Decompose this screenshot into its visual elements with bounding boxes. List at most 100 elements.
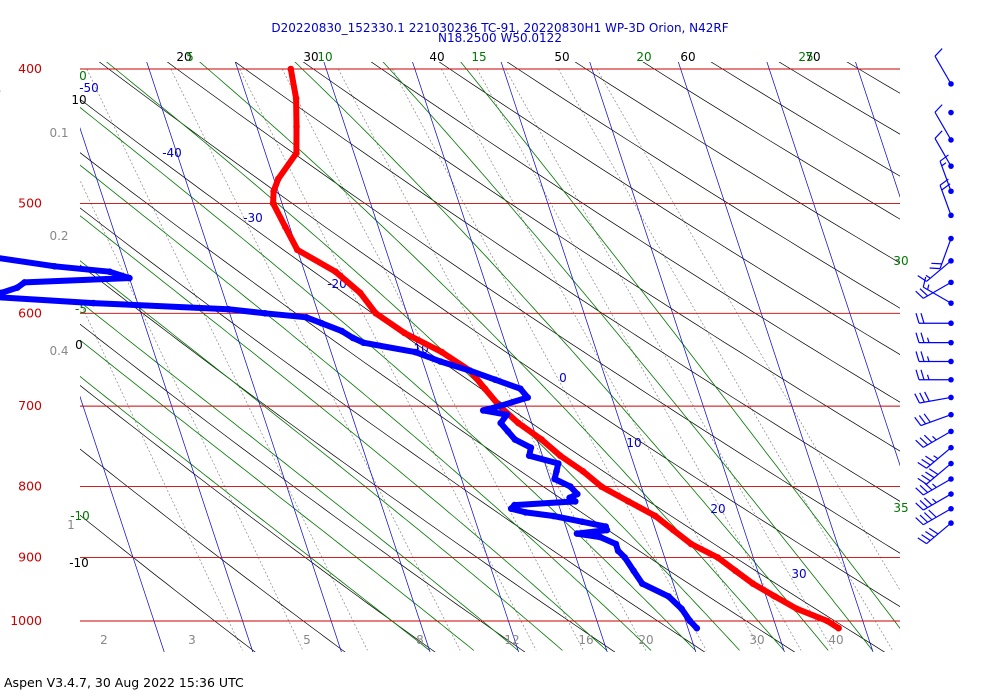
wind-barb bbox=[915, 279, 954, 299]
wind-barb-half-feather bbox=[927, 284, 930, 290]
wind-barb-feather bbox=[934, 130, 943, 139]
wind-barb-feather bbox=[915, 369, 920, 380]
moist-adiabat-line bbox=[80, 301, 519, 651]
dewpoint-point bbox=[597, 533, 604, 541]
wind-barb-feather bbox=[925, 455, 935, 463]
wind-barb bbox=[915, 313, 954, 327]
wind-barb-feather bbox=[920, 351, 925, 362]
wind-barb-feather bbox=[917, 462, 927, 469]
top-moist-adiabat-label: 5 bbox=[186, 50, 194, 64]
wind-barb-feather bbox=[928, 468, 939, 475]
temperature-point bbox=[282, 223, 289, 231]
axis-labels: 4005006007008009001000-50-40-30-20-10010… bbox=[10, 50, 908, 647]
wind-barb bbox=[939, 178, 954, 219]
temperature-point bbox=[732, 567, 739, 575]
wind-barb bbox=[917, 444, 954, 469]
temperature-point bbox=[294, 246, 301, 254]
wind-barb bbox=[917, 258, 954, 282]
dewpoint-point bbox=[14, 284, 21, 291]
dry-adiabat-line bbox=[166, 62, 900, 554]
isotherm-label: 20 bbox=[710, 502, 725, 516]
chart-subtitle-location: N18.2500 W50.0122 bbox=[438, 31, 562, 45]
wind-barb bbox=[934, 130, 954, 169]
wind-barb bbox=[939, 154, 954, 195]
wind-barb-feather bbox=[919, 484, 929, 493]
dewpoint-point bbox=[527, 444, 535, 452]
left-mixing-ratio-label: 0.2 bbox=[49, 229, 68, 243]
wind-barb-feather bbox=[923, 482, 933, 491]
wind-barb-feather bbox=[923, 497, 933, 506]
wind-barb-feather bbox=[915, 313, 920, 324]
dry-adiabat-line bbox=[642, 62, 900, 220]
temperature-point bbox=[749, 580, 757, 587]
moist-adiabat-line bbox=[80, 260, 563, 651]
wind-barb-half-feather bbox=[932, 483, 937, 488]
wind-barb-staff bbox=[919, 396, 952, 404]
wind-barb-staff bbox=[922, 281, 952, 299]
wind-barb-feather bbox=[915, 290, 924, 299]
temperature-point bbox=[793, 605, 801, 613]
wind-barb-feather bbox=[941, 183, 951, 191]
moist-adiabat-line bbox=[460, 62, 900, 629]
temperature-point bbox=[670, 526, 677, 534]
pressure-tick-label: 500 bbox=[18, 195, 42, 210]
top-potential-temp-label: 20 bbox=[176, 50, 191, 64]
dewpoint-profile bbox=[0, 90, 701, 632]
dry-adiabat-line bbox=[506, 62, 900, 309]
moist-adiabat-line bbox=[294, 62, 829, 651]
dry-adiabat-line bbox=[941, 38, 1000, 656]
wind-barb-feather bbox=[920, 313, 925, 324]
wind-barb-column bbox=[914, 48, 954, 545]
wind-barb-feather bbox=[920, 369, 925, 380]
wind-barb-feather bbox=[924, 391, 930, 402]
wind-barb bbox=[915, 332, 954, 346]
temperature-point bbox=[372, 310, 380, 317]
dry-adiabat-line bbox=[874, 38, 1000, 656]
wind-barb-feather bbox=[919, 499, 929, 508]
wind-barb-staff bbox=[922, 493, 952, 511]
dry-adiabat-line bbox=[574, 62, 900, 264]
left-mixing-ratio-label: 0.4 bbox=[49, 344, 68, 358]
dewpoint-point bbox=[573, 530, 581, 537]
dry-adiabat-line bbox=[80, 264, 616, 652]
wind-barb-half-feather bbox=[926, 337, 930, 343]
wind-barb-feather bbox=[922, 276, 927, 288]
mixing-ratio-line bbox=[86, 68, 368, 651]
isotherm-line bbox=[855, 62, 900, 198]
wind-barb-feather bbox=[914, 393, 921, 404]
dewpoint-point bbox=[614, 547, 622, 555]
wind-barb-feather bbox=[914, 416, 922, 426]
wind-barb-feather bbox=[921, 534, 931, 541]
dewpoint-point bbox=[496, 402, 503, 410]
wind-barb-feather bbox=[925, 531, 935, 538]
dewpoint-point bbox=[517, 385, 524, 393]
wind-barb bbox=[934, 104, 954, 143]
wind-barb-feather bbox=[917, 537, 927, 545]
mixing-ratio-line bbox=[392, 68, 707, 651]
wind-barb-feather bbox=[931, 262, 942, 265]
wind-barb-staff bbox=[926, 447, 952, 469]
dry-adiabat-line bbox=[80, 207, 706, 652]
temperature-point bbox=[598, 483, 605, 490]
dry-adiabat-line bbox=[370, 62, 900, 403]
pressure-tick-label: 700 bbox=[18, 398, 42, 413]
top-moist-adiabat-label: 20 bbox=[636, 50, 651, 64]
temperature-point bbox=[824, 617, 831, 625]
wind-barb-half-feather bbox=[926, 374, 930, 380]
dewpoint-point bbox=[621, 554, 629, 561]
wind-barb-staff bbox=[926, 463, 952, 485]
wind-barb-staff bbox=[922, 286, 952, 304]
skew-t-grid bbox=[80, 38, 1000, 656]
temperature-point bbox=[771, 593, 779, 600]
wind-barb-feather bbox=[920, 332, 925, 343]
wind-barb bbox=[915, 491, 954, 511]
dry-adiabat-line bbox=[80, 384, 436, 652]
wind-barb-feather bbox=[915, 332, 920, 343]
wind-barb-staff bbox=[922, 508, 952, 526]
dewpoint-point bbox=[639, 580, 646, 587]
dewpoint-point bbox=[686, 617, 694, 625]
mixing-ratio-line bbox=[239, 68, 537, 651]
dewpoint-point bbox=[51, 263, 58, 270]
bottom-mixing-ratio-label: 3 bbox=[188, 633, 196, 647]
